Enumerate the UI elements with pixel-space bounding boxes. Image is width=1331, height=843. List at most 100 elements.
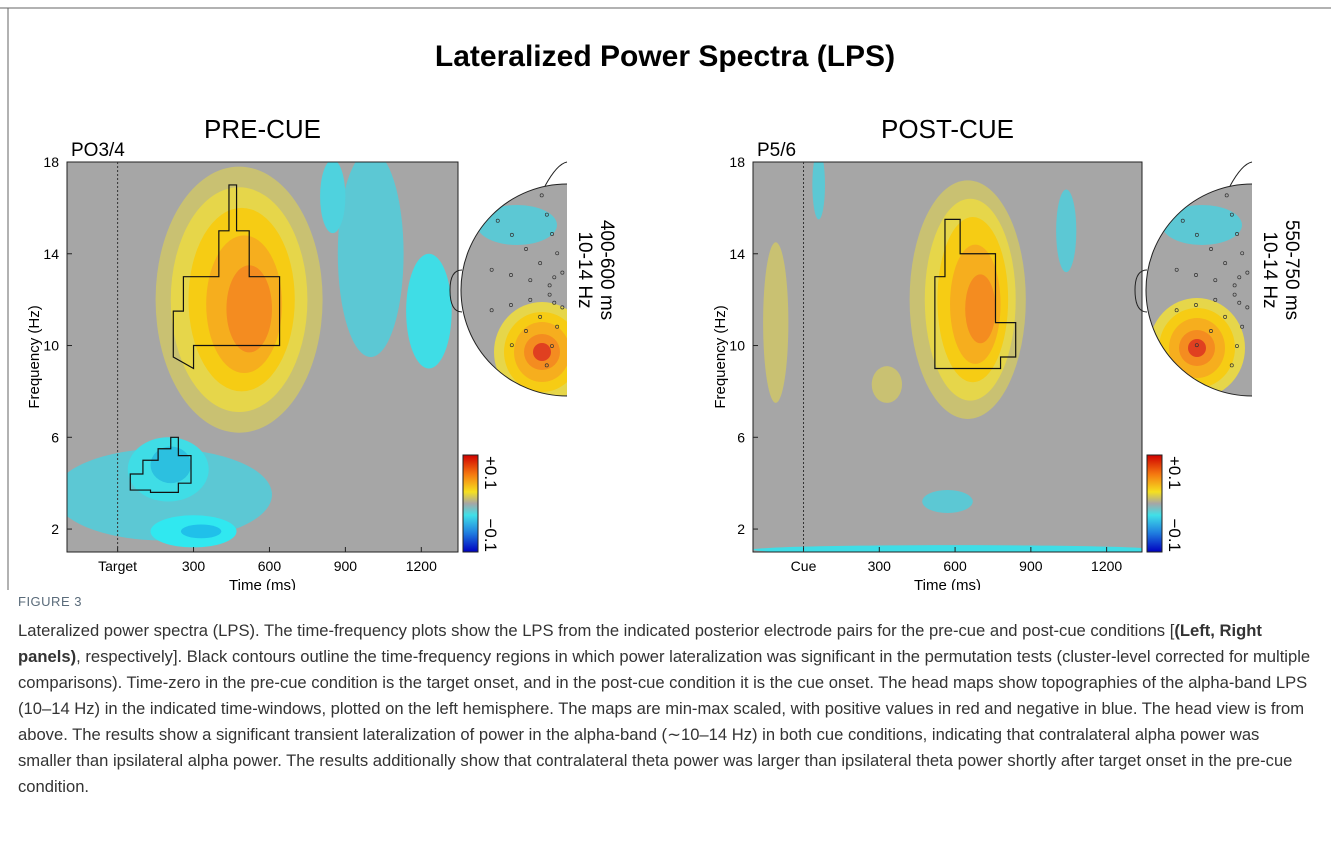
electrode: [539, 193, 544, 198]
x-tick-label: 1200: [1091, 558, 1122, 574]
heatmap: [67, 162, 458, 552]
y-tick-label: 2: [737, 521, 745, 537]
electrode: [1180, 218, 1185, 223]
electrode: [1213, 278, 1218, 283]
electrode: [1229, 212, 1234, 217]
heatmap-fill: [67, 162, 452, 548]
head-outline: [1145, 183, 1253, 397]
electrode: [509, 303, 513, 307]
x-tick-label: 1200: [406, 558, 437, 574]
caption-text: Lateralized power spectra (LPS). The tim…: [18, 621, 1175, 640]
heatmap-region: [871, 366, 903, 403]
head-region: [533, 343, 551, 361]
electrode: [509, 343, 514, 348]
ear: [449, 269, 463, 313]
head-region: [1188, 339, 1206, 357]
electrode: [528, 278, 533, 283]
head-fill: [477, 205, 567, 396]
heatmap: [753, 162, 1142, 552]
y-tick-label: 18: [729, 154, 745, 170]
nose: [544, 161, 568, 187]
electrode: [1245, 305, 1250, 310]
electrode: [1223, 314, 1228, 319]
heatmap-region: [180, 524, 222, 539]
x-tick-label: 900: [334, 558, 358, 574]
y-tick-label: 2: [51, 521, 59, 537]
x-axis-label: Time (ms): [229, 577, 296, 590]
x-tick-label: Cue: [791, 558, 817, 574]
significance-contour: [934, 218, 1017, 370]
heatmap-region: [337, 162, 404, 357]
electrode: [1245, 270, 1250, 275]
heatmap-region: [753, 545, 1142, 552]
y-tick-label: 14: [729, 246, 745, 262]
electrode: [544, 363, 549, 368]
y-tick-label: 6: [737, 429, 745, 445]
electrode: [1223, 261, 1228, 266]
electrode: [1232, 292, 1237, 297]
electrode: [1224, 193, 1229, 198]
electrode: [489, 308, 494, 313]
x-tick-label: 900: [1019, 558, 1043, 574]
heatmap-region: [150, 446, 192, 484]
electrode: [1237, 275, 1242, 280]
heatmap-region: [965, 274, 996, 344]
electrode: [550, 232, 554, 236]
colorbar-max-label: +0.1: [1165, 456, 1184, 490]
electrode: [1174, 308, 1179, 313]
electrode: [560, 270, 565, 275]
caption-text: , respectively]. Black contours outline …: [18, 647, 1311, 796]
electrode: [538, 261, 543, 266]
head-map: [449, 161, 568, 397]
electrode: [1209, 247, 1213, 251]
electrode: [1232, 283, 1237, 288]
nose: [1229, 161, 1253, 187]
electrode: [1174, 267, 1179, 272]
caption-label: FIGURE 3: [18, 594, 82, 609]
significance-contour: [172, 184, 281, 370]
y-tick-label: 14: [43, 246, 59, 262]
heatmap-region: [226, 265, 272, 353]
electrode: [544, 212, 549, 217]
x-tick-label: 600: [258, 558, 282, 574]
x-tick-label: Target: [98, 558, 137, 574]
electrode: [1194, 273, 1198, 277]
colorbar-min-label: −0.1: [1165, 518, 1184, 552]
heatmap-region: [922, 490, 973, 513]
x-tick-label: 300: [868, 558, 892, 574]
electrode: [1213, 297, 1218, 302]
caption: FIGURE 3 Lateralized power spectra (LPS)…: [18, 594, 1313, 800]
electrode: [1237, 300, 1242, 305]
electrode: [509, 232, 514, 237]
heatmap-region: [406, 253, 452, 369]
y-axis-label: Frequency (Hz): [26, 305, 43, 408]
y-tick-label: 18: [43, 154, 59, 170]
headmap-band: 10-14 Hz: [1259, 231, 1280, 308]
panel-title: POST-CUE: [881, 114, 1014, 144]
caption-text: Lateralized power spectra (LPS). The tim…: [18, 618, 1313, 800]
headmap-window: 400-600 ms: [596, 220, 617, 320]
electrode: [1234, 344, 1239, 348]
ear: [1134, 269, 1148, 313]
plot-frame: [66, 161, 459, 553]
electrode: [560, 305, 565, 310]
electrode: [552, 300, 557, 305]
significance-contour: [129, 436, 192, 493]
electrode: [538, 314, 543, 319]
caption-bold: (Left, Right panels): [18, 621, 1262, 666]
head-region: [1162, 205, 1242, 245]
x-axis-label: Time (ms): [914, 577, 981, 590]
electrode: [555, 251, 560, 256]
electrode: [509, 273, 513, 277]
electrode: [495, 218, 500, 223]
electrode: [552, 275, 557, 280]
figure: Lateralized Power Spectra (LPS) PRE-CUE P…: [0, 7, 1331, 594]
colorbar-min-label: −0.1: [481, 518, 500, 552]
heatmap-region: [1056, 189, 1077, 273]
y-axis-label: Frequency (Hz): [712, 305, 729, 408]
electrode: [1194, 232, 1199, 237]
electrode: [547, 283, 552, 288]
headmap-window: 550-750 ms: [1281, 220, 1302, 320]
plot-frame: [752, 161, 1143, 553]
